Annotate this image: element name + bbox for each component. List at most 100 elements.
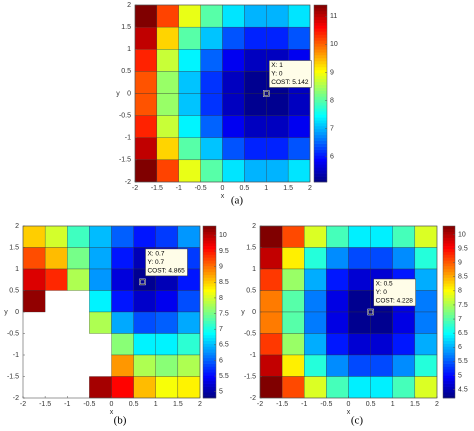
colorbar-tick-label: 8.5 <box>458 274 468 281</box>
colorbar-segment <box>443 375 455 379</box>
x-tick-label: 1 <box>391 401 395 408</box>
x-tick-label: -2 <box>257 401 263 408</box>
heatmap-cell <box>44 268 68 291</box>
x-tick-label: -2 <box>20 401 26 408</box>
colorbar-segment <box>314 105 327 109</box>
heatmap-cell <box>348 311 371 334</box>
heatmap-cell <box>156 71 179 94</box>
colorbar-segment <box>314 176 327 180</box>
heatmap-cell <box>287 137 311 161</box>
heatmap-cell <box>244 115 267 138</box>
colorbar-segment <box>203 369 216 373</box>
heatmap-cell <box>266 93 289 116</box>
colorbar-segment <box>314 75 327 80</box>
y-tick-label: -1.5 <box>244 373 256 380</box>
colorbar-segment <box>203 269 216 273</box>
heatmap-cell <box>414 268 438 291</box>
colorbar-segment <box>314 120 327 124</box>
x-tick-label: 1.5 <box>173 401 183 408</box>
heatmap-cell <box>222 71 245 94</box>
heatmap-cell <box>89 311 112 334</box>
colorbar-segment <box>443 355 455 359</box>
caption: (c) <box>351 415 364 427</box>
colorbar-tick-label: 9.5 <box>458 245 468 252</box>
x-tick-label: 1.5 <box>410 401 420 408</box>
heatmap-cell <box>111 268 134 291</box>
colorbar-tick-label: 7 <box>330 125 334 132</box>
heatmap-cell <box>134 71 158 94</box>
heatmap-cell <box>22 225 46 248</box>
heatmap-cell <box>200 159 223 183</box>
heatmap-cell <box>177 311 201 334</box>
colorbar-segment <box>203 254 216 258</box>
y-tick-label: 1.5 <box>246 244 256 251</box>
colorbar-segment <box>203 343 216 347</box>
datatip-box <box>373 278 416 307</box>
colorbar-segment <box>314 143 327 147</box>
y-axis-label: y <box>116 90 120 97</box>
colorbar-segment <box>443 257 455 261</box>
colorbar-segment <box>203 291 216 296</box>
heatmap-cell <box>259 311 283 334</box>
y-tick-label: -1 <box>125 135 131 142</box>
colorbar-segment <box>314 72 327 77</box>
heatmap-cell <box>200 137 223 161</box>
x-tick-label: -0.5 <box>83 401 95 408</box>
colorbar-segment <box>314 114 327 118</box>
heatmap-cell <box>178 4 201 28</box>
colorbar-segment <box>443 297 455 301</box>
heatmap-cell <box>67 225 90 248</box>
colorbar-segment <box>443 312 455 316</box>
colorbar-segment <box>314 161 327 165</box>
y-tick-label: 0 <box>252 309 256 316</box>
colorbar-tick-label: 11 <box>330 13 337 20</box>
colorbar-segment <box>203 303 216 307</box>
colorbar-segment <box>443 380 455 384</box>
heatmap-cell <box>89 225 112 248</box>
y-tick-label: -2 <box>13 395 19 402</box>
heatmap-cell <box>304 376 327 399</box>
heatmap-cell <box>281 311 305 334</box>
y-tick-label: 1 <box>15 266 19 273</box>
heatmap-cell <box>89 247 112 270</box>
colorbar-segment <box>203 380 216 384</box>
colorbar-segment <box>203 323 216 327</box>
heatmap-cell <box>178 137 201 161</box>
colorbar-segment <box>443 243 455 247</box>
colorbar-segment <box>443 231 455 235</box>
heatmap-cell <box>134 49 158 72</box>
colorbar-segment <box>203 231 216 235</box>
heatmap-cell <box>414 333 438 356</box>
colorbar-segment <box>314 146 327 150</box>
colorbar-frame <box>202 225 217 399</box>
heatmap-cell <box>414 311 438 334</box>
heatmap-cell <box>89 376 112 399</box>
colorbar-segment <box>314 25 327 29</box>
heatmap-cell <box>222 26 245 50</box>
colorbar-tick-label: 7 <box>458 316 462 323</box>
colorbar-segment <box>203 251 216 255</box>
heatmap-cell <box>326 333 349 356</box>
colorbar-segment <box>314 66 327 71</box>
colorbar-segment <box>314 111 327 115</box>
heatmap-cell <box>200 26 223 50</box>
colorbar-tick-label: 9 <box>219 263 223 270</box>
colorbar-segment <box>203 266 216 270</box>
colorbar-segment <box>203 363 216 367</box>
colorbar-segment <box>314 49 327 53</box>
colorbar-segment <box>314 173 327 177</box>
colorbar-segment <box>314 137 327 141</box>
colorbar-segment <box>314 167 327 171</box>
colorbar-segment <box>203 243 216 247</box>
heatmap-cell <box>259 376 283 399</box>
heatmap-cell <box>111 333 134 356</box>
heatmap-cell <box>177 333 201 356</box>
colorbar-segment <box>203 314 216 319</box>
colorbar-segment <box>314 64 327 68</box>
heatmap-cell <box>414 376 438 399</box>
colorbar-tick-label: 5.5 <box>458 358 468 365</box>
colorbar-segment <box>203 257 216 261</box>
y-tick-label: 0.5 <box>9 287 19 294</box>
y-tick-label: 0.5 <box>246 287 256 294</box>
colorbar-segment <box>314 81 327 85</box>
